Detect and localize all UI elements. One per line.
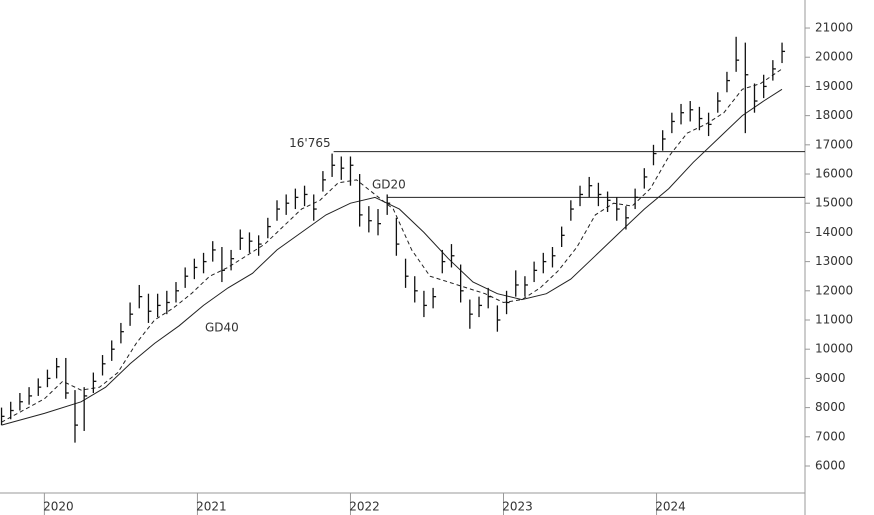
y-tick-label: 10000 — [815, 342, 853, 356]
level-label: 16'765 — [289, 136, 330, 150]
x-tick-label: 2023 — [502, 500, 533, 514]
y-tick-label: 14000 — [815, 225, 853, 239]
series-label: GD20 — [372, 178, 406, 192]
y-tick-label: 16000 — [815, 167, 853, 181]
y-tick-label: 13000 — [815, 254, 853, 268]
y-tick-label: 21000 — [815, 21, 853, 35]
moving-average — [1, 68, 783, 423]
y-tick-label: 7000 — [815, 429, 846, 443]
y-tick-label: 15000 — [815, 196, 853, 210]
y-tick-label: 18000 — [815, 108, 853, 122]
y-tick-label: 17000 — [815, 137, 853, 151]
x-tick-label: 2022 — [349, 500, 380, 514]
y-tick-label: 20000 — [815, 50, 853, 64]
series-label: GD40 — [205, 321, 239, 335]
x-tick-label: 2020 — [43, 500, 74, 514]
y-tick-label: 12000 — [815, 283, 853, 297]
x-tick-label: 2024 — [655, 500, 686, 514]
moving-average — [1, 88, 783, 426]
y-tick-label: 8000 — [815, 400, 846, 414]
y-tick-label: 9000 — [815, 371, 846, 385]
y-tick-label: 11000 — [815, 313, 853, 327]
y-tick-label: 19000 — [815, 79, 853, 93]
y-tick-label: 6000 — [815, 458, 846, 472]
x-tick-label: 2021 — [196, 500, 227, 514]
